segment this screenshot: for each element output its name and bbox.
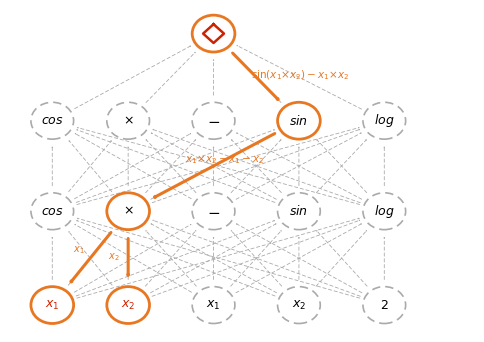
Text: $x_1$: $x_1$ — [206, 299, 221, 312]
Ellipse shape — [107, 287, 150, 324]
Ellipse shape — [192, 15, 235, 52]
Text: $x_2$: $x_2$ — [108, 251, 120, 263]
Ellipse shape — [363, 193, 406, 230]
Text: $x_2$: $x_2$ — [121, 299, 136, 312]
Ellipse shape — [277, 287, 320, 324]
Text: $\mathit{cos}$: $\mathit{cos}$ — [41, 114, 64, 127]
Ellipse shape — [363, 102, 406, 139]
Text: $x_1{\times}x_2-x_1-x_2$: $x_1{\times}x_2-x_1-x_2$ — [185, 153, 265, 166]
Text: $x_1$: $x_1$ — [73, 244, 84, 256]
Text: $\mathit{cos}$: $\mathit{cos}$ — [41, 205, 64, 218]
Text: $\mathit{log}$: $\mathit{log}$ — [374, 112, 394, 129]
Text: $\times$: $\times$ — [123, 205, 134, 218]
Text: $2$: $2$ — [380, 299, 389, 312]
Ellipse shape — [277, 102, 320, 139]
Text: $x_1$: $x_1$ — [45, 299, 60, 312]
Ellipse shape — [192, 102, 235, 139]
Ellipse shape — [107, 102, 150, 139]
Ellipse shape — [363, 287, 406, 324]
Ellipse shape — [107, 193, 150, 230]
Text: $\times$: $\times$ — [123, 114, 134, 127]
Text: $\mathit{log}$: $\mathit{log}$ — [374, 203, 394, 220]
Ellipse shape — [31, 287, 74, 324]
Text: $-$: $-$ — [207, 113, 220, 128]
Ellipse shape — [31, 102, 74, 139]
Ellipse shape — [31, 193, 74, 230]
Text: $\mathit{sin}$: $\mathit{sin}$ — [289, 204, 308, 218]
Ellipse shape — [192, 287, 235, 324]
Text: $x_2$: $x_2$ — [292, 299, 306, 312]
Text: $\sin(x_1{\times}x_2)-x_1{\times}x_2$: $\sin(x_1{\times}x_2)-x_1{\times}x_2$ — [252, 69, 350, 82]
Text: $-$: $-$ — [207, 204, 220, 219]
Text: $\mathit{sin}$: $\mathit{sin}$ — [289, 114, 308, 128]
Ellipse shape — [192, 193, 235, 230]
Ellipse shape — [277, 193, 320, 230]
